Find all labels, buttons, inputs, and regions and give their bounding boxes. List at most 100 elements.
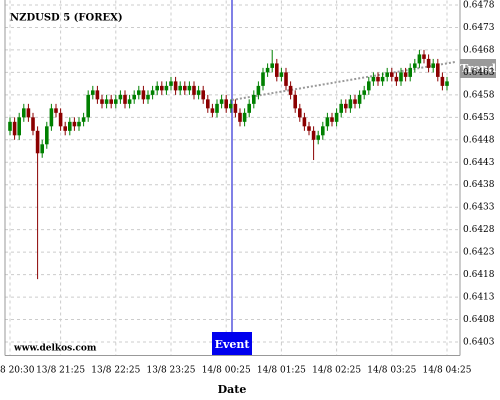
candle-body	[192, 85, 196, 95]
candle-body	[72, 121, 77, 127]
candle-body	[17, 117, 21, 136]
event-label: Event	[215, 338, 251, 351]
candle-body	[164, 85, 169, 91]
candle-body	[357, 94, 362, 104]
y-tick-label: 0.6468	[463, 45, 495, 55]
candle-body	[445, 81, 449, 86]
candle-body	[210, 108, 215, 113]
candle-body	[431, 63, 435, 68]
candle-body	[417, 54, 422, 64]
candle-body	[270, 63, 274, 68]
candle-body	[26, 108, 31, 118]
y-tick-label: 0.6413	[463, 293, 495, 303]
y-tick-label: 0.6433	[463, 203, 495, 213]
candle-body	[8, 121, 12, 131]
candle-body	[242, 112, 247, 122]
candle-body	[123, 94, 127, 104]
candle-body	[399, 72, 403, 82]
candle-body	[275, 63, 279, 77]
candle-body	[334, 112, 339, 122]
event-box	[212, 332, 252, 355]
x-tick-label: 14/8 04:25	[422, 366, 471, 376]
candle-body	[35, 130, 40, 154]
candle-body	[339, 103, 343, 113]
x-tick-label: 14/8 01:25	[257, 366, 306, 376]
x-tick-label: 14/8 02:25	[312, 366, 361, 376]
trend-line	[231, 61, 456, 101]
candle-body	[224, 99, 228, 109]
candle-body	[367, 81, 371, 91]
candle-body	[413, 63, 417, 68]
x-tick-label: 13/8 22:25	[91, 366, 140, 376]
candle-body	[252, 94, 256, 104]
candle-body	[288, 85, 293, 95]
candle-body	[45, 126, 49, 145]
candle-body	[330, 117, 334, 122]
candle-body	[169, 81, 173, 86]
candle-body	[311, 130, 316, 140]
y-tick-label: 0.6458	[463, 90, 495, 100]
candle-body	[81, 117, 86, 122]
chart-title: NZDUSD 5 (FOREX)	[10, 13, 123, 24]
candle-body	[196, 90, 201, 95]
candle-body	[109, 99, 113, 104]
candle-body	[390, 72, 394, 77]
y-tick-label: 0.6403	[463, 338, 495, 348]
x-tick-label: 14/8 00:25	[202, 366, 251, 376]
candle-body	[403, 72, 408, 77]
y-tick-label: 0.6438	[463, 180, 495, 190]
candle-body	[380, 76, 385, 82]
candle-body	[68, 121, 72, 131]
candle-body	[371, 76, 376, 82]
candle-body	[316, 135, 320, 140]
y-tick-label: 0.6443	[463, 158, 495, 168]
candle-body	[146, 94, 150, 100]
candle-body	[293, 94, 297, 109]
candle-body	[325, 117, 330, 127]
x-tick-label: 14/8 03:25	[367, 366, 416, 376]
candle-body	[77, 121, 81, 127]
candle-body	[376, 76, 380, 82]
candle-body	[155, 85, 159, 91]
candle-body	[394, 76, 399, 82]
x-axis-label: Date	[218, 383, 247, 396]
candle-body	[233, 103, 238, 113]
candle-body	[256, 85, 261, 95]
y-tick-label: 0.6473	[463, 23, 495, 33]
candle-body	[178, 85, 182, 91]
y-tick-label: 0.6478	[463, 0, 495, 10]
candle-body	[408, 67, 412, 77]
candle-body	[31, 117, 35, 131]
candle-body	[261, 72, 265, 86]
candle-body	[344, 103, 348, 109]
candle-body	[183, 85, 187, 91]
x-tick-label: 13/8 20:30	[0, 366, 35, 376]
candle-body	[63, 126, 67, 131]
candle-body	[91, 90, 95, 95]
candle-body	[12, 121, 17, 136]
candle-body	[49, 108, 54, 127]
candle-body	[187, 85, 192, 91]
candles	[8, 49, 449, 280]
candle-body	[436, 63, 440, 77]
candle-body	[353, 99, 357, 104]
y-tick-label: 0.6453	[463, 113, 495, 123]
candle-body	[219, 99, 224, 104]
candle-body	[95, 90, 100, 100]
candle-body	[141, 90, 146, 100]
trend-label: Trend	[460, 62, 496, 75]
candle-body	[40, 144, 44, 154]
candle-body	[137, 90, 141, 95]
candle-body	[298, 108, 302, 118]
candle-body	[279, 72, 284, 77]
y-tick-label: 0.6428	[463, 225, 495, 235]
candle-body	[58, 112, 63, 127]
candle-body	[229, 103, 233, 109]
candle-body	[426, 58, 431, 68]
candle-body	[127, 99, 132, 104]
candle-body	[22, 108, 26, 118]
candle-body	[132, 94, 136, 100]
candle-body	[150, 90, 155, 95]
candle-body	[160, 85, 164, 91]
candle-body	[215, 103, 219, 113]
